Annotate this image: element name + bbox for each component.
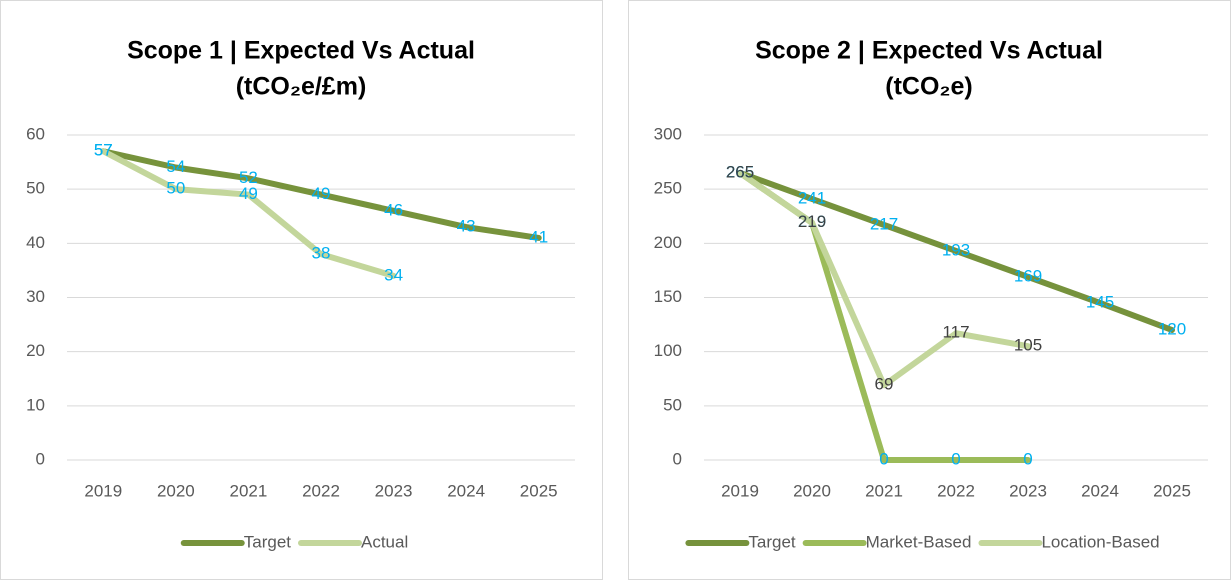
- legend-label: Actual: [361, 532, 408, 551]
- x-tick-label: 2019: [84, 481, 122, 500]
- data-label: 219: [798, 212, 826, 231]
- x-tick-label: 2024: [1081, 481, 1119, 500]
- data-label: 117: [942, 323, 969, 342]
- data-label: 41: [529, 227, 548, 246]
- data-label: 57: [94, 141, 113, 160]
- y-tick-label: 10: [26, 395, 45, 414]
- panel: [0, 0, 603, 580]
- data-label: 57: [94, 141, 113, 160]
- data-label: 0: [1023, 449, 1032, 468]
- data-label: 105: [1014, 336, 1042, 355]
- data-label: 54: [166, 157, 185, 176]
- x-tick-label: 2020: [157, 481, 195, 500]
- x-tick-label: 2020: [793, 481, 831, 500]
- panel: [628, 0, 1231, 580]
- x-tick-label: 2022: [302, 481, 340, 500]
- series-line: [100, 148, 397, 279]
- x-tick-label: 2021: [230, 481, 268, 500]
- data-label: 46: [384, 200, 403, 219]
- data-label: 265: [726, 162, 754, 181]
- legend-label: Target: [244, 532, 292, 551]
- data-label: 169: [1014, 266, 1042, 285]
- data-label: 217: [870, 214, 898, 233]
- data-label: 241: [798, 188, 826, 207]
- x-tick-label: 2022: [937, 481, 975, 500]
- x-tick-label: 2023: [1009, 481, 1047, 500]
- x-tick-label: 2019: [721, 481, 759, 500]
- data-label: 69: [875, 375, 894, 394]
- legend-label: Market-Based: [866, 532, 972, 551]
- y-tick-label: 100: [654, 341, 682, 360]
- data-label: 145: [1086, 292, 1114, 311]
- data-label: 49: [239, 184, 258, 203]
- series-line: [737, 169, 1031, 389]
- data-label: 265: [726, 162, 754, 181]
- y-tick-label: 30: [26, 287, 45, 306]
- x-tick-label: 2024: [447, 481, 485, 500]
- data-label: 49: [312, 184, 331, 203]
- series-line: [737, 169, 1175, 333]
- x-tick-label: 2025: [520, 481, 558, 500]
- data-label: 43: [457, 217, 476, 236]
- y-tick-label: 20: [26, 341, 45, 360]
- series-line: [100, 148, 542, 241]
- data-label: 219: [798, 212, 826, 231]
- x-tick-label: 2021: [865, 481, 903, 500]
- data-label: 34: [384, 265, 403, 284]
- y-tick-label: 0: [673, 449, 682, 468]
- y-tick-label: 40: [26, 233, 45, 252]
- data-label: 120: [1158, 319, 1186, 338]
- y-tick-label: 300: [654, 124, 682, 143]
- data-label: 265: [726, 162, 754, 181]
- data-label: 0: [879, 449, 888, 468]
- data-label: 52: [239, 168, 258, 187]
- y-tick-label: 150: [654, 287, 682, 306]
- x-tick-label: 2025: [1153, 481, 1191, 500]
- y-tick-label: 60: [26, 124, 45, 143]
- chart-title: (tCO₂e/£m): [236, 73, 367, 101]
- chart-title: (tCO₂e): [885, 73, 973, 101]
- y-tick-label: 50: [26, 179, 45, 198]
- data-label: 50: [166, 179, 185, 198]
- legend-label: Location-Based: [1041, 532, 1159, 551]
- chart-title: Scope 1 | Expected Vs Actual: [127, 37, 475, 65]
- x-tick-label: 2023: [375, 481, 413, 500]
- data-label: 0: [951, 449, 960, 468]
- y-tick-label: 0: [36, 449, 45, 468]
- y-tick-label: 50: [663, 395, 682, 414]
- y-tick-label: 250: [654, 179, 682, 198]
- data-label: 38: [312, 244, 331, 263]
- y-tick-label: 200: [654, 233, 682, 252]
- data-label: 193: [942, 240, 970, 259]
- legend-label: Target: [748, 532, 796, 551]
- chart-title: Scope 2 | Expected Vs Actual: [755, 37, 1103, 65]
